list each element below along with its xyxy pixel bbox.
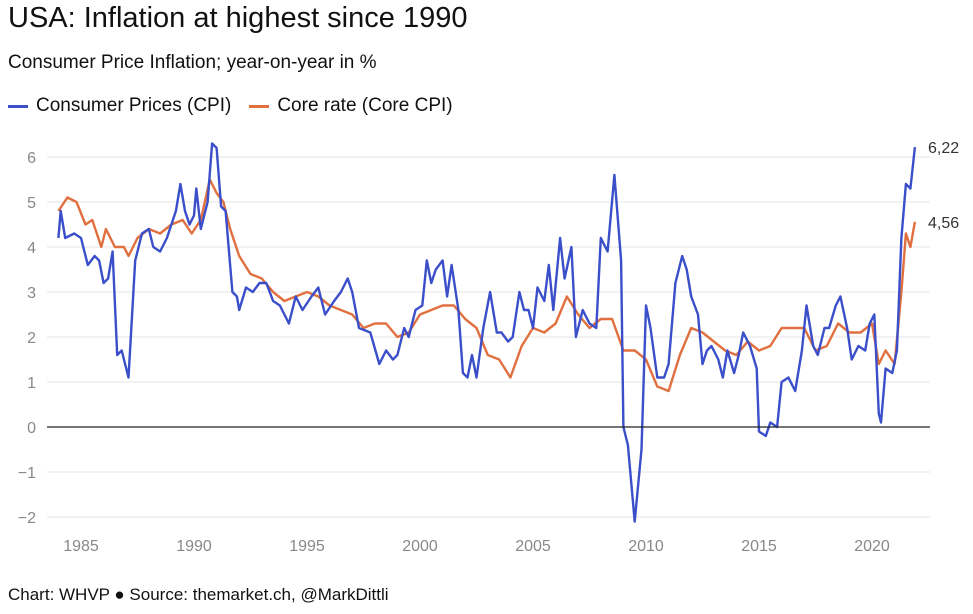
legend-swatch-cpi: [8, 104, 28, 108]
end-label: 6,22: [928, 140, 959, 157]
chart-subtitle: Consumer Price Inflation; year-on-year i…: [8, 52, 377, 73]
y-tick-label: −2: [18, 510, 36, 527]
legend-label-cpi: Consumer Prices (CPI): [36, 95, 232, 116]
y-tick-label: 6: [27, 150, 36, 167]
x-tick-label: 2000: [402, 538, 438, 555]
series-line-cpi: [57, 142, 917, 523]
end-label: 4,56: [928, 215, 959, 232]
x-tick-label: 2015: [741, 538, 777, 555]
y-tick-label: 0: [27, 420, 36, 437]
legend-label-core: Core rate (Core CPI): [277, 95, 453, 116]
x-tick-label: 2010: [628, 538, 664, 555]
legend-item-core: Core rate (Core CPI): [249, 95, 453, 117]
y-tick-label: 1: [27, 375, 36, 392]
legend-swatch-core: [249, 104, 270, 108]
legend-item-cpi: Consumer Prices (CPI): [8, 95, 231, 117]
chart-title: USA: Inflation at highest since 1990: [8, 2, 468, 34]
legend: Consumer Prices (CPI) Core rate (Core CP…: [8, 95, 453, 117]
y-tick-label: −1: [18, 465, 36, 482]
x-tick-label: 1990: [176, 538, 212, 555]
x-tick-label: 1985: [63, 538, 99, 555]
x-tick-label: 2005: [515, 538, 551, 555]
x-tick-label: 2020: [854, 538, 890, 555]
y-tick-label: 3: [27, 285, 36, 302]
y-tick-label: 4: [27, 240, 36, 257]
series-line-core-cpi: [57, 178, 917, 393]
x-tick-label: 1995: [289, 538, 325, 555]
y-tick-label: 2: [27, 330, 36, 347]
y-tick-label: 5: [27, 195, 36, 212]
chart-footer: Chart: WHVP ● Source: themarket.ch, @Mar…: [8, 585, 389, 604]
